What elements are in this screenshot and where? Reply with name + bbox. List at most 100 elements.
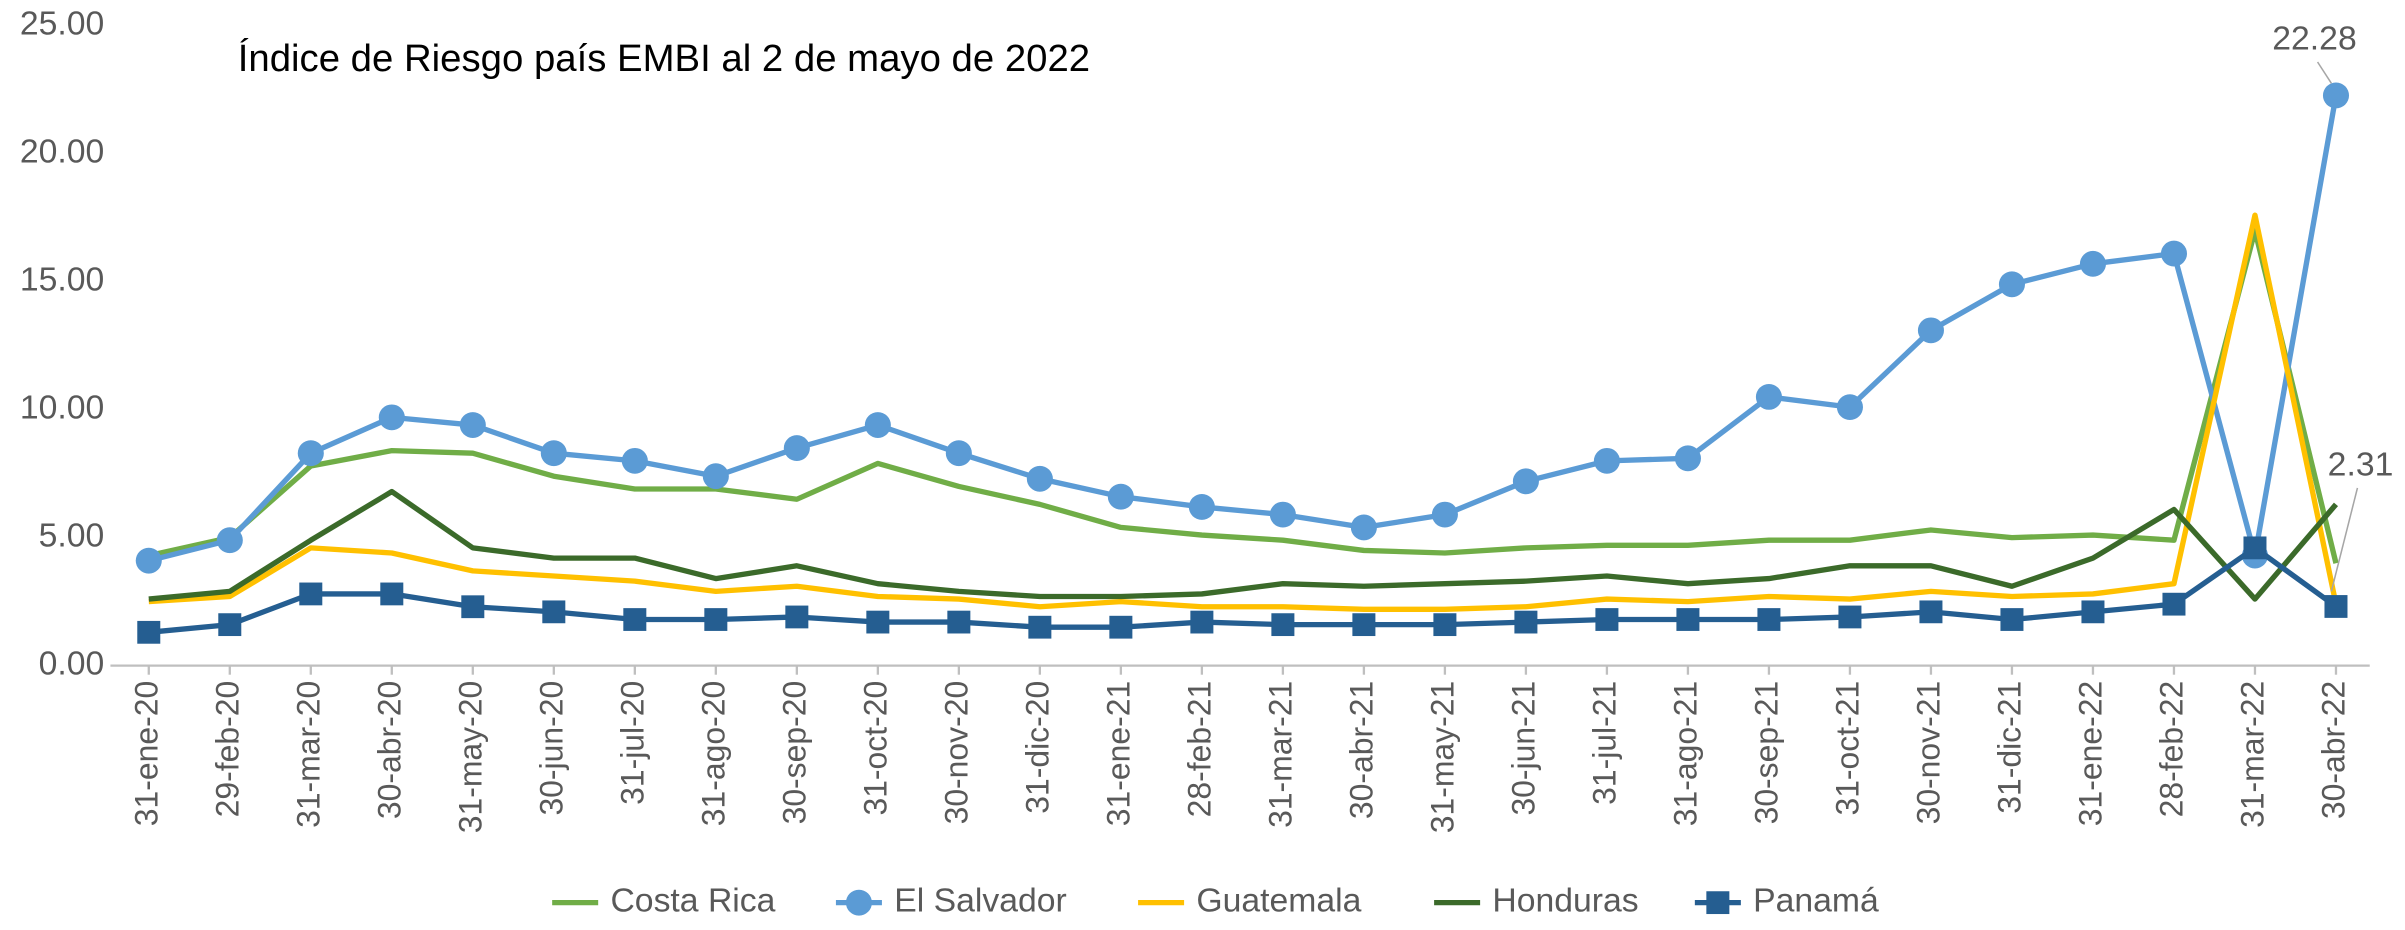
y-tick-label: 5.00 [39, 518, 105, 555]
series-line [148, 227, 2339, 564]
x-tick-label: 31-mar-20 [290, 681, 326, 828]
y-tick-label: 0.00 [39, 646, 105, 683]
x-tick-label: 28-feb-22 [2153, 681, 2189, 818]
data-point [378, 404, 405, 431]
data-point [1674, 445, 1701, 472]
data-point [1838, 605, 1862, 629]
x-tick-label: 30-sep-21 [1748, 681, 1784, 825]
data-point [2000, 608, 2024, 631]
x-tick-label: 31-ago-21 [1667, 681, 1703, 826]
data-point [1998, 271, 2025, 298]
data-point [1431, 501, 1458, 528]
x-tick-label: 31-oct-21 [1829, 681, 1865, 816]
data-point [866, 610, 890, 634]
data-point [2322, 82, 2350, 109]
data-point [1514, 610, 1538, 634]
data-point [2079, 250, 2106, 277]
x-tick-label: 31-jul-20 [614, 681, 650, 805]
data-point [623, 608, 647, 631]
x-tick-label: 30-jun-20 [533, 681, 569, 816]
data-point [216, 527, 243, 554]
data-point [947, 610, 971, 634]
data-point [218, 613, 242, 637]
x-tick-label: 31-dic-21 [1991, 681, 2027, 814]
legend-label: Guatemala [1196, 883, 1361, 920]
data-point [945, 440, 972, 467]
data-point [137, 620, 161, 644]
data-point [1757, 608, 1781, 631]
data-point [621, 447, 648, 474]
legend-marker [845, 889, 872, 916]
data-point [2324, 595, 2348, 618]
label-leader [2330, 487, 2359, 592]
legend-label: El Salvador [894, 883, 1067, 920]
data-point [2160, 240, 2188, 267]
data-point [540, 440, 567, 467]
data-point [1269, 501, 1296, 528]
label-leader [2316, 61, 2333, 84]
data-point [2243, 536, 2267, 560]
data-label: 22.28 [2272, 21, 2356, 58]
data-point [1350, 514, 1377, 541]
x-tick-label: 31-may-21 [1424, 681, 1460, 833]
y-tick-label: 10.00 [20, 390, 104, 427]
legend-label: Panamá [1753, 883, 1879, 920]
data-point [704, 608, 728, 631]
x-tick-label: 31-ene-22 [2072, 681, 2108, 826]
data-point [1512, 468, 1539, 495]
legend-label: Honduras [1492, 883, 1638, 920]
data-point [1188, 494, 1215, 520]
data-point [1107, 483, 1134, 510]
data-point [380, 582, 404, 606]
x-tick-label: 31-mar-21 [1262, 681, 1298, 828]
data-point [1755, 383, 1782, 410]
data-point [785, 605, 809, 629]
x-tick-label: 31-ene-21 [1100, 681, 1136, 826]
y-tick-label: 20.00 [20, 134, 104, 171]
data-point [1028, 615, 1052, 639]
data-point [864, 412, 891, 438]
data-point [1190, 610, 1214, 634]
x-tick-label: 30-nov-21 [1910, 681, 1946, 825]
data-point [1676, 608, 1700, 631]
data-point [1433, 613, 1457, 637]
data-point [461, 595, 485, 619]
x-tick-label: 31-dic-20 [1019, 681, 1055, 814]
series-line [148, 212, 2339, 612]
x-tick-label: 29-feb-20 [209, 681, 245, 818]
x-tick-label: 31-mar-22 [2234, 681, 2270, 828]
data-point [1026, 465, 1053, 492]
series-line [148, 94, 2339, 564]
legend-marker [1706, 891, 1730, 915]
x-tick-label: 31-may-20 [452, 681, 488, 833]
x-tick-label: 31-jul-21 [1586, 681, 1622, 805]
data-point [783, 435, 810, 461]
series-line [148, 488, 2339, 602]
data-point [1352, 613, 1376, 637]
x-tick-label: 31-ene-20 [128, 681, 164, 826]
data-point [1919, 600, 1943, 624]
x-tick-label: 30-abr-21 [1343, 681, 1379, 819]
data-point [297, 440, 324, 467]
data-point [2081, 600, 2105, 624]
series-line [148, 545, 2338, 635]
data-point [1271, 613, 1295, 637]
data-point [1836, 394, 1863, 421]
x-tick-label: 30-sep-20 [776, 681, 812, 825]
x-tick-label: 30-abr-20 [371, 681, 407, 819]
x-tick-label: 31-oct-20 [857, 681, 893, 816]
y-tick-label: 15.00 [20, 262, 104, 299]
legend-label: Costa Rica [610, 883, 775, 920]
data-point [702, 463, 729, 490]
data-point [1917, 317, 1944, 344]
x-tick-label: 28-feb-21 [1181, 681, 1217, 818]
data-point [1109, 615, 1133, 639]
data-point [542, 600, 566, 624]
data-point [135, 547, 162, 574]
data-point [1595, 608, 1619, 631]
data-point [2162, 592, 2186, 616]
x-tick-label: 31-ago-20 [695, 681, 731, 826]
y-tick-label: 25.00 [20, 6, 104, 43]
chart-title: Índice de Riesgo país EMBI al 2 de mayo … [238, 37, 1090, 80]
